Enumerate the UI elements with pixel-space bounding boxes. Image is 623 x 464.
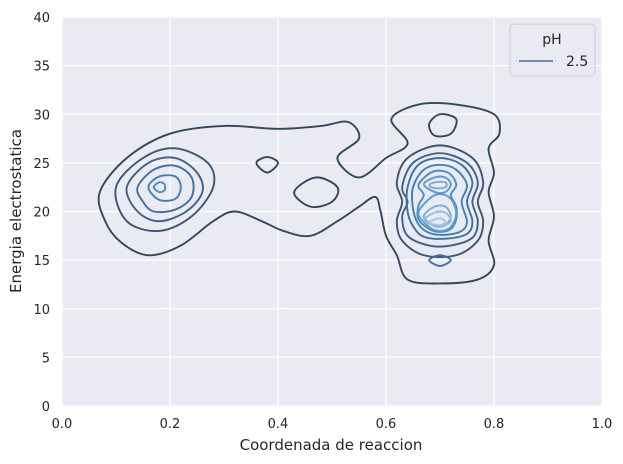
x-tick-label: 0.8 xyxy=(484,417,505,432)
contour-line-level-7 xyxy=(422,175,452,194)
contour-line-level-1 xyxy=(97,102,501,285)
contour-line-level-8 xyxy=(422,204,452,228)
contour-line-level-2 xyxy=(395,144,485,259)
contour-line-level-8 xyxy=(428,180,448,190)
y-tick-label: 5 xyxy=(42,351,50,366)
legend: pH 2.5 xyxy=(509,23,596,77)
y-tick-label: 10 xyxy=(33,303,50,318)
legend-box xyxy=(509,23,596,77)
contour-line-level-7 xyxy=(417,193,458,232)
grid xyxy=(61,16,603,407)
x-tick-label: 1.0 xyxy=(592,417,613,432)
y-tick-label: 20 xyxy=(33,206,50,221)
contour-line-level-4 xyxy=(136,164,195,214)
contour-line-level-10 xyxy=(428,217,447,227)
y-tick-label: 35 xyxy=(33,60,50,75)
contour-line-level-1 xyxy=(255,156,279,174)
contour-line-level-4 xyxy=(405,157,474,240)
contour-line-level-1 xyxy=(293,176,340,208)
y-tick-label: 15 xyxy=(33,254,50,269)
y-axis-title: Energia electrostatica xyxy=(7,129,25,293)
legend-entry-label: 2.5 xyxy=(566,54,588,70)
y-tick-label: 40 xyxy=(33,11,50,26)
x-tick-label: 0.6 xyxy=(376,417,397,432)
y-tick-label: 25 xyxy=(33,157,50,172)
x-tick-label: 0.4 xyxy=(268,417,289,432)
contour-line-level-3 xyxy=(401,152,479,248)
x-tick-label: 0.2 xyxy=(160,417,181,432)
contour-line-level-1 xyxy=(428,113,458,138)
contour-line-level-6 xyxy=(416,169,458,233)
contour-line-level-6 xyxy=(152,181,167,194)
contour-line-level-5 xyxy=(411,163,468,236)
contour-line-level-5 xyxy=(147,174,182,202)
contour-lines xyxy=(97,102,501,285)
y-tick-labels: 0 5 10 15 20 25 30 35 40 xyxy=(33,11,50,415)
x-axis-title: Coordenada de reaccion xyxy=(240,436,423,454)
contour-line-level-3 xyxy=(125,156,204,223)
legend-title: pH xyxy=(542,32,561,48)
x-tick-label: 0.0 xyxy=(52,417,73,432)
y-tick-label: 30 xyxy=(33,108,50,123)
x-tick-labels: 0.0 0.2 0.4 0.6 0.8 1.0 xyxy=(52,417,613,432)
contour-line-level-4 xyxy=(428,254,452,267)
contour-line-level-2 xyxy=(114,147,216,233)
y-tick-label: 0 xyxy=(42,400,50,415)
